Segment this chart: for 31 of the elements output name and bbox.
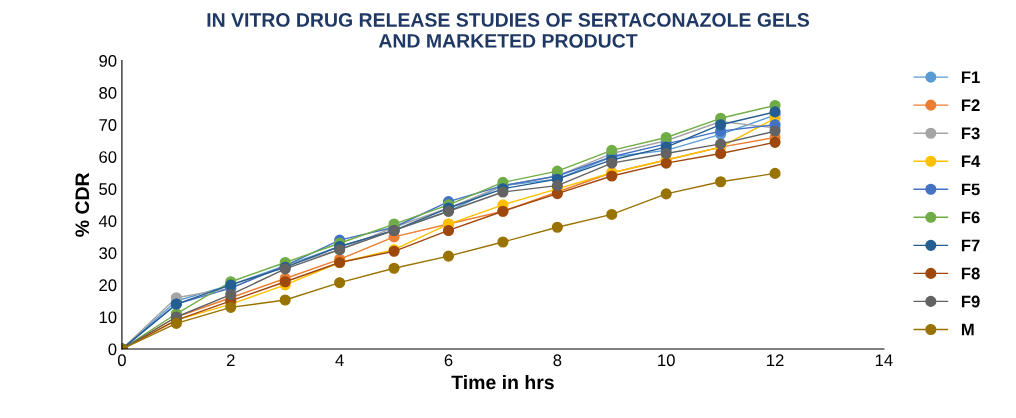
- x-tick-label: 8: [553, 354, 562, 367]
- legend-label: F2: [961, 99, 980, 111]
- y-tick-label: 0: [108, 343, 117, 356]
- legend-label: M: [961, 323, 974, 336]
- x-tick-label: 6: [444, 354, 453, 367]
- legend-label: F6: [961, 211, 980, 224]
- y-tick-label: 10: [99, 311, 117, 324]
- y-tick-label: 80: [99, 87, 117, 99]
- legend-label: F5: [961, 183, 980, 196]
- chart-title: IN VITRO DRUG RELEASE STUDIES OF SERTACONAZOLE GELS AND MARKETED PRODUCT: [207, 13, 810, 48]
- x-axis-title: Time in hrs: [451, 374, 554, 390]
- y-tick-label: 30: [99, 247, 117, 260]
- y-tick-label: 20: [99, 279, 117, 292]
- legend-label: F3: [961, 127, 980, 140]
- x-tick-label: 2: [226, 354, 235, 366]
- x-tick-label: 0: [117, 354, 126, 367]
- legend-label: F8: [961, 267, 980, 280]
- x-tick-label: 4: [335, 354, 344, 366]
- x-tick-label: 12: [767, 354, 784, 366]
- legend-label: F4: [961, 155, 981, 168]
- y-tick-label: 40: [98, 215, 117, 228]
- x-tick-label: 14: [875, 354, 893, 366]
- y-tick-label: 50: [99, 183, 117, 195]
- legend-label: F1: [961, 71, 980, 83]
- legend-label: F7: [961, 239, 980, 252]
- y-tick-label: 70: [99, 119, 117, 131]
- x-tick-label: 10: [658, 354, 675, 367]
- y-tick-label: 60: [99, 151, 117, 163]
- y-axis-title: % CDR: [75, 172, 90, 237]
- legend-label: F9: [961, 295, 980, 308]
- y-tick-label: 90: [99, 55, 117, 67]
